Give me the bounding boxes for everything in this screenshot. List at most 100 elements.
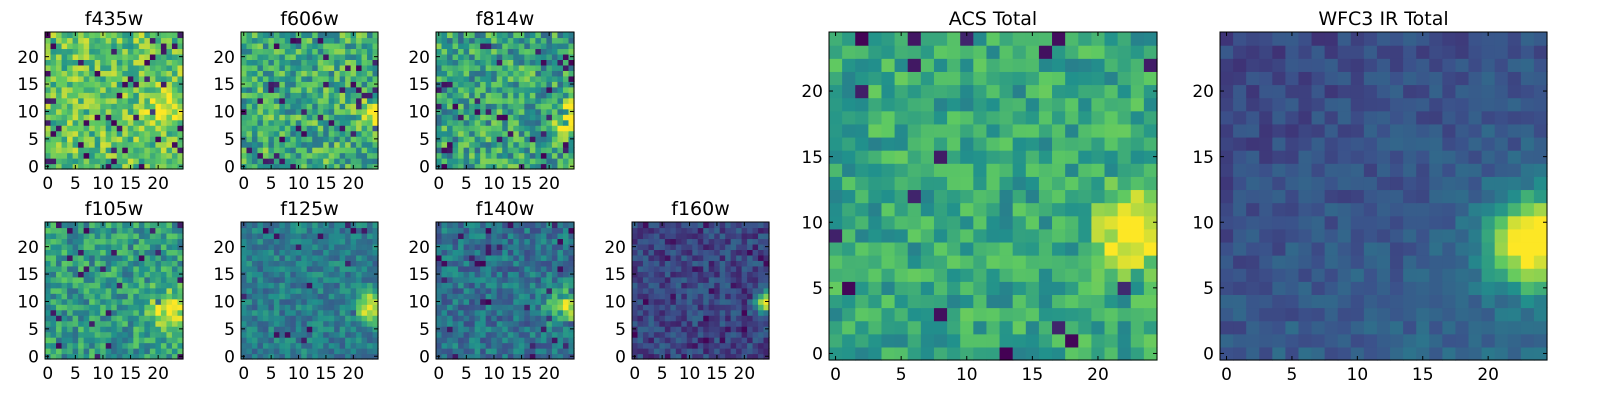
heatmap-cell [442,81,448,87]
heatmap-cell [362,337,368,343]
heatmap-cell [318,81,324,87]
heatmap-cell [329,293,335,299]
heatmap-cell [563,32,569,38]
heatmap-cell [139,244,145,250]
heatmap-cell [62,153,68,159]
heatmap-cell [687,255,693,261]
heatmap-cell [546,54,552,60]
heatmap-cell [436,70,442,76]
heatmap-cell [312,321,318,327]
heatmap-cell [469,37,475,43]
heatmap-cell [480,244,486,250]
heatmap-cell [144,109,150,115]
heatmap-cell [279,65,285,71]
heatmap-cell [257,65,263,71]
heatmap-cell [513,337,519,343]
heatmap-cell [497,136,503,142]
heatmap-cell [541,43,547,49]
heatmap-cell [524,233,530,239]
heatmap-cell [643,255,649,261]
heatmap-cell [442,98,448,104]
heatmap-cell [356,87,362,93]
heatmap-cell [161,48,167,54]
heatmap-cell [703,238,709,244]
heatmap-cell [334,277,340,283]
heatmap-cell [150,114,156,120]
heatmap-cell [497,131,503,137]
heatmap-cell [552,282,558,288]
heatmap-cell [458,271,464,277]
heatmap-cell [128,266,134,272]
heatmap-cell [323,125,329,131]
heatmap-cell [1131,308,1145,322]
heatmap-cell [670,227,676,233]
heatmap-cell [486,92,492,98]
heatmap-cell [497,81,503,87]
heatmap-cell [307,48,313,54]
heatmap-cell [736,277,742,283]
heatmap-cell [172,153,178,159]
heatmap-cell [329,288,335,294]
heatmap-cell [469,147,475,153]
heatmap-cell [552,343,558,349]
heatmap-cell [709,271,715,277]
heatmap-cell [947,334,961,348]
heatmap-cell [725,310,731,316]
heatmap-cell [703,288,709,294]
heatmap-cell [497,348,503,354]
heatmap-cell [497,299,503,305]
heatmap-cell [453,103,459,109]
heatmap-cell [285,142,291,148]
heatmap-cell [491,109,497,115]
heatmap-cell [241,87,247,93]
heatmap-cell [541,54,547,60]
heatmap-cell [285,120,291,126]
heatmap-cell [703,277,709,283]
heatmap-cell [285,92,291,98]
heatmap-cell [458,337,464,343]
heatmap-cell [351,249,357,255]
heatmap-cell [758,222,764,228]
heatmap-cell [464,293,470,299]
heatmap-cell [285,249,291,255]
heatmap-cell [659,343,665,349]
heatmap-cell [557,65,563,71]
heatmap-cell [106,271,112,277]
heatmap-cell [829,176,843,190]
heatmap-cell [842,334,856,348]
heatmap-cell [155,343,161,349]
heatmap-cell [161,266,167,272]
heatmap-cell [166,255,172,261]
heatmap-cell [334,321,340,327]
heatmap-cell [563,266,569,272]
heatmap-cell [128,114,134,120]
heatmap-cell [563,70,569,76]
heatmap-cell [257,271,263,277]
heatmap-cell [692,315,698,321]
heatmap-cell [703,337,709,343]
heatmap-cell [257,310,263,316]
heatmap-cell [356,153,362,159]
heatmap-cell [95,222,101,228]
heatmap-cell [497,304,503,310]
heatmap-cell [345,343,351,349]
heatmap-cell [133,54,139,60]
heatmap-cell [51,293,57,299]
heatmap-cell [318,103,324,109]
heatmap-cell [436,158,442,164]
heatmap-cell [89,131,95,137]
heatmap-cell [246,153,252,159]
heatmap-cell [150,76,156,82]
heatmap-cell [106,260,112,266]
heatmap-cell [676,310,682,316]
heatmap-cell [519,76,525,82]
heatmap-cell [654,260,660,266]
heatmap-cell [552,131,558,137]
heatmap-cell [155,332,161,338]
heatmap-cell [709,293,715,299]
heatmap-cell [530,54,536,60]
heatmap-cell [725,244,731,250]
heatmap-cell [731,266,737,272]
heatmap-cell [329,65,335,71]
heatmap-cell [362,238,368,244]
